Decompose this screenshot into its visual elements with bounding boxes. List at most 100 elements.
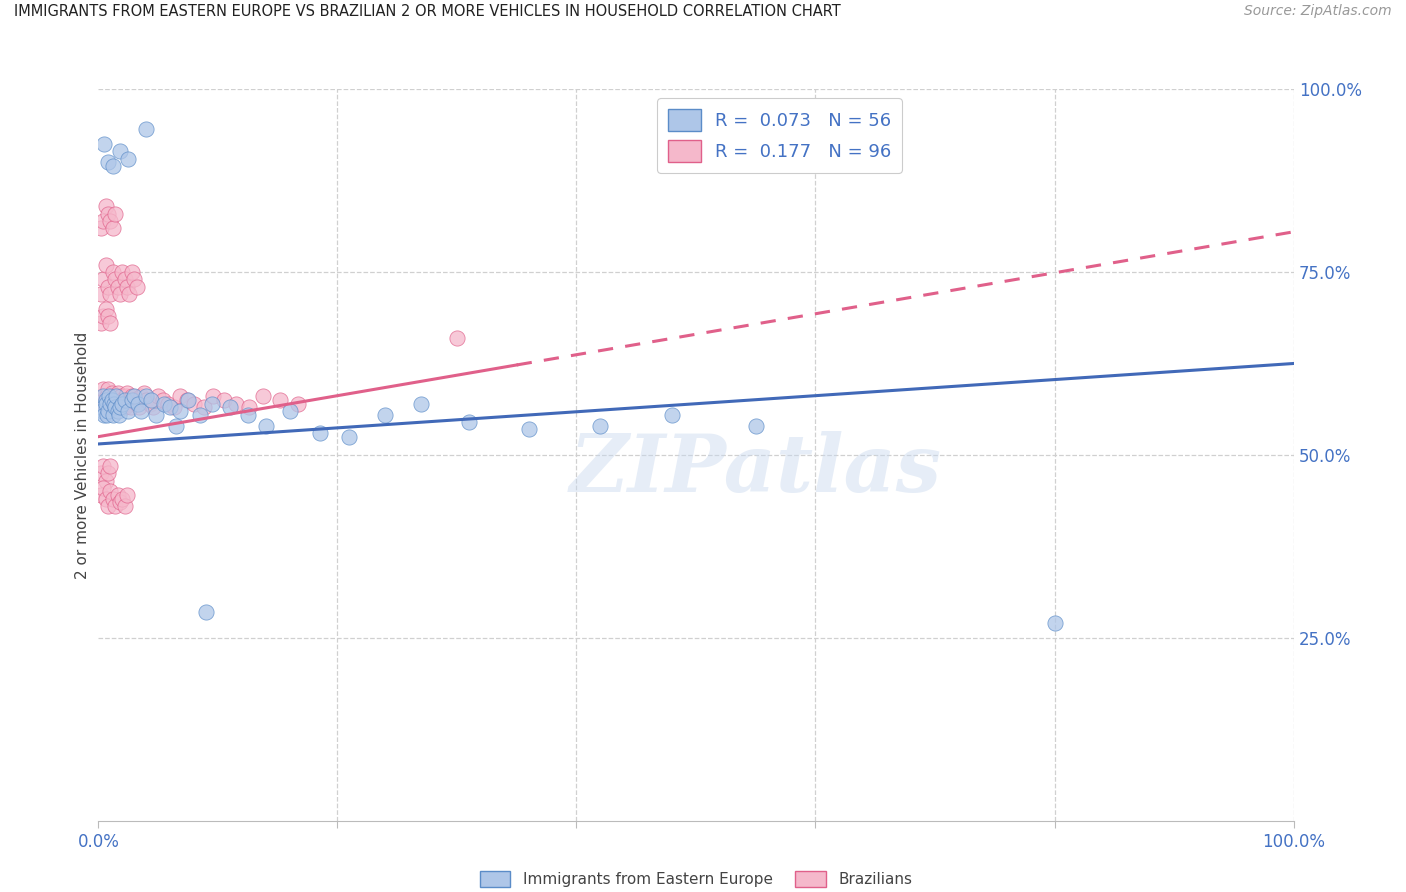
Point <box>1043 616 1066 631</box>
Point <box>124 393 146 408</box>
Y-axis label: 2 or more Vehicles in Household: 2 or more Vehicles in Household <box>75 331 90 579</box>
Point <box>94 491 117 506</box>
Point <box>90 221 112 235</box>
Point <box>114 393 136 408</box>
Point <box>108 145 131 159</box>
Point <box>153 397 176 411</box>
Point <box>111 491 134 506</box>
Point <box>202 389 225 403</box>
Point <box>97 466 120 480</box>
Point <box>96 408 118 422</box>
Point <box>104 272 127 286</box>
Point <box>308 425 330 440</box>
Point <box>94 258 117 272</box>
Point <box>93 397 115 411</box>
Point <box>108 401 131 415</box>
Point <box>98 393 121 408</box>
Point <box>91 214 114 228</box>
Text: Source: ZipAtlas.com: Source: ZipAtlas.com <box>1244 4 1392 19</box>
Point <box>107 488 129 502</box>
Point <box>254 418 277 433</box>
Point <box>107 404 129 418</box>
Point <box>97 279 120 293</box>
Point <box>139 393 162 408</box>
Point <box>90 316 112 330</box>
Point <box>117 152 139 166</box>
Text: IMMIGRANTS FROM EASTERN EUROPE VS BRAZILIAN 2 OR MORE VEHICLES IN HOUSEHOLD CORR: IMMIGRANTS FROM EASTERN EUROPE VS BRAZIL… <box>14 4 841 20</box>
Point <box>114 499 136 513</box>
Point <box>97 155 120 169</box>
Point <box>193 401 215 415</box>
Point <box>98 316 122 330</box>
Point <box>108 495 131 509</box>
Point <box>98 458 122 473</box>
Point <box>125 279 148 293</box>
Point <box>156 397 179 411</box>
Point <box>252 389 274 403</box>
Point <box>374 408 396 422</box>
Point <box>97 382 120 396</box>
Point <box>97 404 120 418</box>
Point <box>131 404 153 418</box>
Point <box>125 397 148 411</box>
Point <box>287 397 309 411</box>
Point <box>98 287 122 301</box>
Point <box>339 430 360 444</box>
Point <box>101 265 124 279</box>
Point <box>117 393 139 408</box>
Point <box>97 206 120 220</box>
Point <box>97 499 120 513</box>
Point <box>111 397 134 411</box>
Point <box>517 422 540 436</box>
Point <box>100 393 122 408</box>
Point <box>94 401 117 415</box>
Point <box>104 206 127 220</box>
Point <box>118 287 141 301</box>
Point <box>110 389 132 403</box>
Point <box>90 488 112 502</box>
Point <box>97 309 120 323</box>
Point <box>101 408 124 422</box>
Point <box>131 389 153 403</box>
Point <box>98 389 121 403</box>
Point <box>115 279 138 293</box>
Point <box>91 404 114 418</box>
Point <box>91 309 114 323</box>
Point <box>90 393 112 408</box>
Point <box>124 272 146 286</box>
Point <box>107 393 129 408</box>
Point <box>194 605 218 619</box>
Point <box>94 474 117 488</box>
Point <box>458 415 481 429</box>
Point <box>108 401 131 415</box>
Point <box>212 393 235 408</box>
Point <box>121 393 143 408</box>
Point <box>135 393 157 408</box>
Point <box>159 401 181 415</box>
Point <box>105 389 128 403</box>
Point <box>94 199 117 213</box>
Point <box>91 389 114 403</box>
Point <box>103 393 125 408</box>
Point <box>112 397 135 411</box>
Point <box>104 397 127 411</box>
Point <box>101 221 124 235</box>
Legend: Immigrants from Eastern Europe, Brazilians: Immigrants from Eastern Europe, Brazilia… <box>474 865 918 892</box>
Point <box>132 385 155 400</box>
Point <box>94 301 117 316</box>
Point <box>90 466 112 480</box>
Point <box>101 491 124 506</box>
Point <box>135 122 157 136</box>
Point <box>176 393 198 408</box>
Point <box>103 397 125 411</box>
Point <box>142 401 165 415</box>
Point <box>411 397 433 411</box>
Point <box>93 136 115 151</box>
Point <box>128 401 150 415</box>
Point <box>94 393 117 408</box>
Point <box>225 397 247 411</box>
Point <box>236 408 259 422</box>
Point <box>107 385 129 400</box>
Point <box>91 272 114 286</box>
Point <box>98 484 122 499</box>
